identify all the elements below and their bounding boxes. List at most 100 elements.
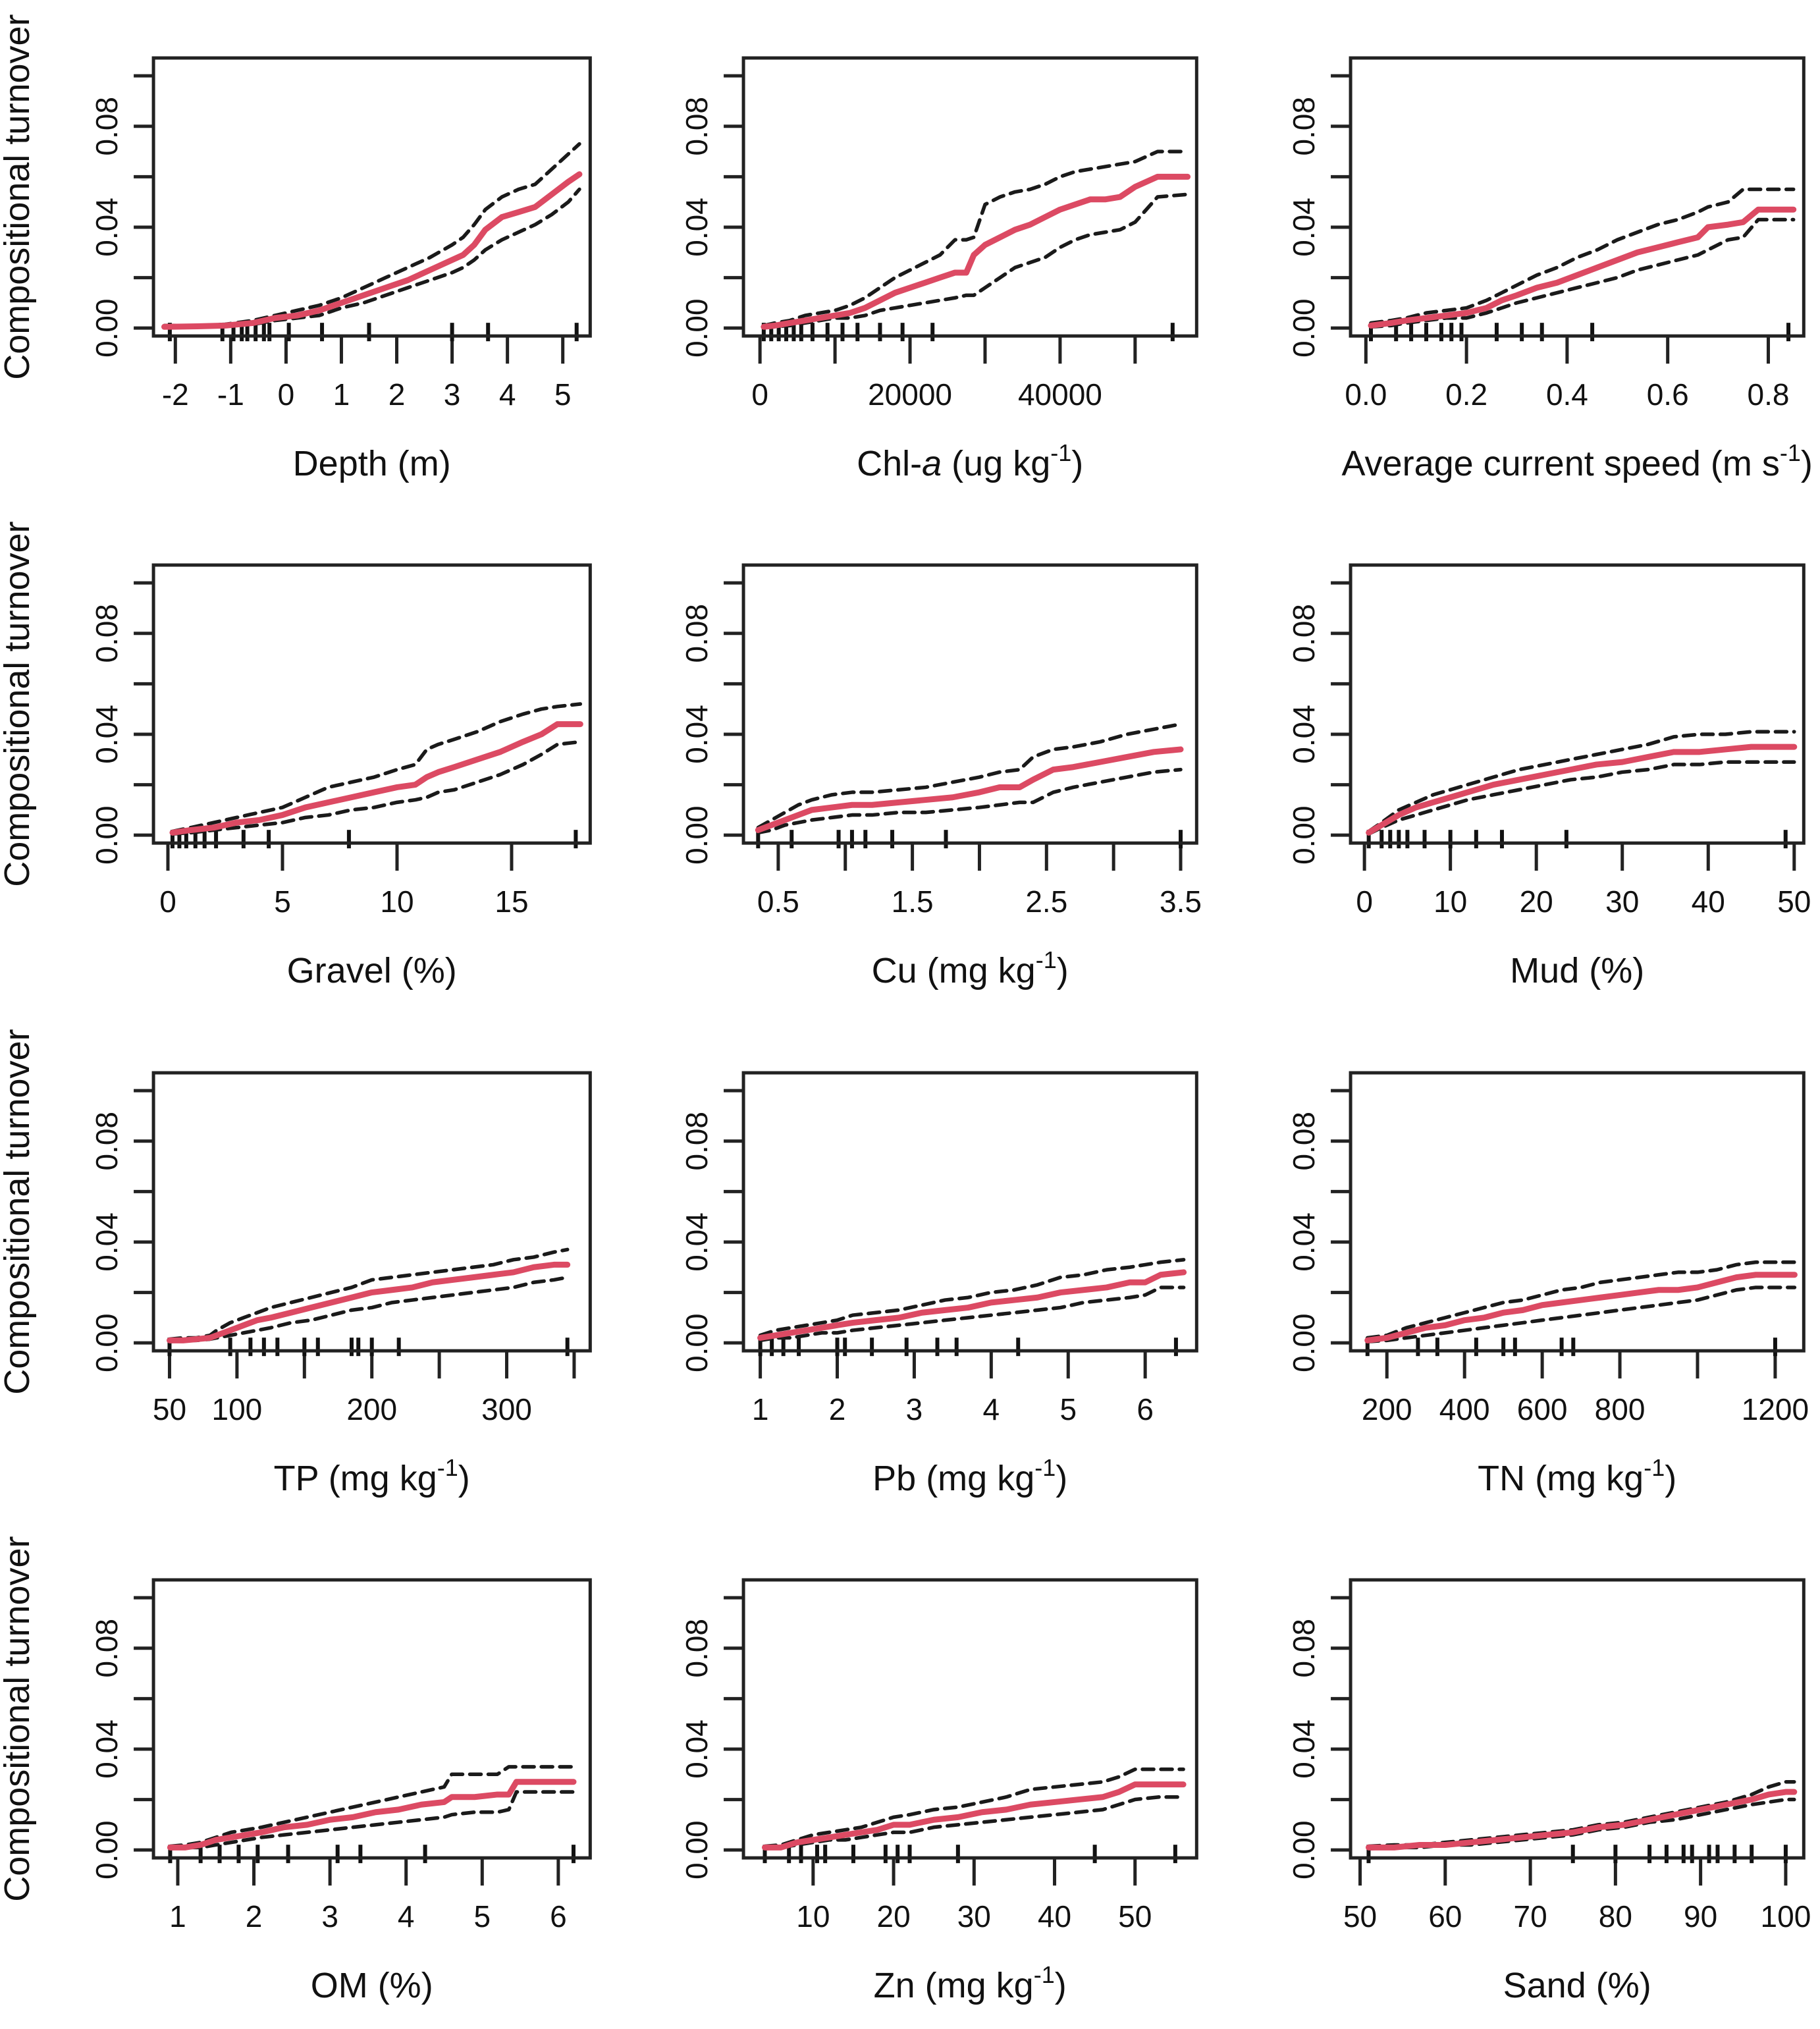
plot-box	[1349, 56, 1806, 338]
chart-svg-cu: 0.00 0.04 0.08 0.5 1.5 2.5 3.5 Cu (mg kg-1)	[680, 563, 1202, 991]
y-tick-label: 0.08	[90, 97, 124, 156]
rug-marks	[167, 1337, 570, 1356]
x-tick-label: 50	[1343, 1899, 1377, 1934]
x-tick-label: 3.5	[1160, 884, 1202, 919]
rug-marks	[168, 1844, 575, 1863]
panel-gravel: 0.00 0.04 0.08 0 5 10 15 Gravel (%) Compositiona…	[0, 507, 606, 1014]
x-tick-label: 80	[1598, 1899, 1632, 1934]
x-tick-label: 3	[444, 377, 461, 412]
x-tick-label: 20	[1519, 884, 1553, 919]
y-tick-label: 0.08	[1287, 97, 1321, 156]
x-tick-label: 4	[499, 377, 516, 412]
x-tick-label: 0	[159, 884, 176, 919]
y-axis: 0.00 0.04 0.08	[1287, 1596, 1351, 1880]
y-tick-label: 0.08	[90, 604, 124, 663]
y-tick-label: 0.00	[90, 1313, 124, 1372]
y-axis: 0.00 0.04 0.08	[1287, 74, 1351, 358]
x-axis: 200 400 600 800 1200	[1362, 1350, 1809, 1426]
turnover-curve	[755, 746, 1184, 834]
x-tick-label: 10	[380, 884, 414, 919]
x-tick-label: 2	[829, 1392, 846, 1426]
panel-zn: 0.00 0.04 0.08 10 20 30 40 50 Zn (mg kg-1)	[606, 1522, 1213, 2029]
y-tick-label: 0.00	[1287, 1313, 1321, 1372]
x-axis: 0 10 20 30 40 50	[1356, 843, 1811, 919]
y-tick-label: 0.00	[1287, 1820, 1321, 1880]
panel-tn: 0.00 0.04 0.08 200 400 600 800 1200 TN (mg kg-1)	[1214, 1015, 1820, 1522]
plot-box	[741, 1071, 1199, 1353]
turnover-curve	[167, 1779, 577, 1851]
plot-box	[1349, 1578, 1806, 1860]
x-axis-title: Pb (mg kg-1)	[872, 1454, 1067, 1498]
ci-upper-curve	[1368, 187, 1796, 325]
x-tick-label: 10	[797, 1899, 830, 1934]
chart-svg-tn: 0.00 0.04 0.08 200 400 600 800 1200 TN (mg kg-1)	[1287, 1071, 1809, 1498]
y-tick-label: 0.00	[680, 806, 714, 865]
ci-lower-curve	[168, 1790, 575, 1851]
rug-marks	[762, 323, 1175, 342]
ci-upper-curve	[1366, 1779, 1796, 1849]
x-axis: 50 100 200 300	[153, 1350, 576, 1426]
plot-box	[741, 563, 1199, 845]
x-tick-label: 6	[1137, 1392, 1154, 1426]
ci-upper-curve	[167, 1247, 570, 1341]
ci-upper-curve	[759, 1257, 1186, 1337]
y-axis: 0.00 0.04 0.08	[680, 74, 744, 358]
x-axis-title: Mud (%)	[1510, 952, 1644, 991]
plot-box	[151, 56, 592, 338]
x-tick-label: 70	[1513, 1899, 1547, 1934]
y-axis: 0.00 0.04 0.08	[1287, 581, 1351, 865]
x-tick-label: 0.8	[1747, 377, 1789, 412]
x-tick-label: 300	[481, 1392, 532, 1426]
x-axis-title: Average current speed (m s-1)	[1341, 439, 1812, 483]
x-tick-label: 6	[550, 1899, 567, 1934]
chart-svg-tp: 0.00 0.04 0.08 50 100 200 300 TP (mg kg-1) Compo…	[0, 1029, 592, 1498]
x-axis-title: Gravel (%)	[287, 952, 457, 991]
x-tick-label: 50	[153, 1392, 186, 1426]
rug-marks	[1365, 1337, 1777, 1356]
plot-box	[151, 1578, 592, 1860]
y-tick-label: 0.04	[1287, 198, 1321, 257]
y-tick-label: 0.00	[680, 298, 714, 358]
x-tick-label: 2	[388, 377, 406, 412]
x-tick-label: 3	[906, 1392, 923, 1426]
rug-marks	[170, 830, 578, 849]
chart-svg-om: 0.00 0.04 0.08 1 2 3 4 5 6 OM (%) Compositional tu…	[0, 1536, 592, 2005]
y-tick-label: 0.04	[1287, 1212, 1321, 1272]
x-axis-title: Cu (mg kg-1)	[872, 947, 1069, 991]
y-tick-label: 0.04	[680, 1719, 714, 1779]
x-tick-label: 5	[554, 377, 572, 412]
y-axis: 0.00 0.04 0.08	[1287, 1089, 1351, 1372]
turnover-curve	[169, 721, 583, 836]
chart-svg-zn: 0.00 0.04 0.08 10 20 30 40 50 Zn (mg kg-1)	[680, 1578, 1199, 2005]
y-axis-title: Compositional turnover	[0, 14, 37, 379]
x-tick-label: 2.5	[1026, 884, 1068, 919]
ci-upper-curve	[756, 722, 1183, 830]
x-tick-label: 3	[321, 1899, 338, 1934]
turnover-curve	[757, 1268, 1187, 1341]
y-tick-label: 0.00	[90, 1820, 124, 1880]
x-tick-label: 20	[877, 1899, 911, 1934]
rug-marks	[758, 1337, 1179, 1356]
panel-current-speed: 0.00 0.04 0.08 0.0 0.2 0.4 0.6 0.8 Average curre…	[1214, 0, 1820, 507]
x-tick-label: 100	[212, 1392, 263, 1426]
x-tick-label: 2	[246, 1899, 263, 1934]
x-tick-label: 1	[752, 1392, 769, 1426]
y-tick-label: 0.04	[90, 198, 124, 257]
ci-lower-curve	[1365, 1285, 1796, 1343]
x-axis: 1 2 3 4 5 6	[752, 1350, 1154, 1426]
y-tick-label: 0.04	[90, 1719, 124, 1779]
x-tick-label: 0.0	[1345, 377, 1387, 412]
y-tick-label: 0.08	[680, 1619, 714, 1678]
chart-svg-chla: 0.00 0.04 0.08 0 20000 40000 Chl-a (ug kg-1)	[680, 56, 1199, 483]
y-tick-label: 0.04	[680, 705, 714, 764]
y-tick-label: 0.08	[1287, 1112, 1321, 1171]
x-tick-label: 0.6	[1646, 377, 1688, 412]
x-tick-label: 40	[1691, 884, 1725, 919]
plot-box	[741, 56, 1199, 338]
x-tick-label: 0	[278, 377, 295, 412]
panel-om: 0.00 0.04 0.08 1 2 3 4 5 6 OM (%) Compositional tu…	[0, 1522, 606, 2029]
y-tick-label: 0.08	[1287, 1619, 1321, 1678]
ci-upper-curve	[762, 149, 1190, 328]
y-tick-label: 0.04	[90, 705, 124, 764]
y-axis: 0.00 0.04 0.08	[90, 74, 154, 358]
